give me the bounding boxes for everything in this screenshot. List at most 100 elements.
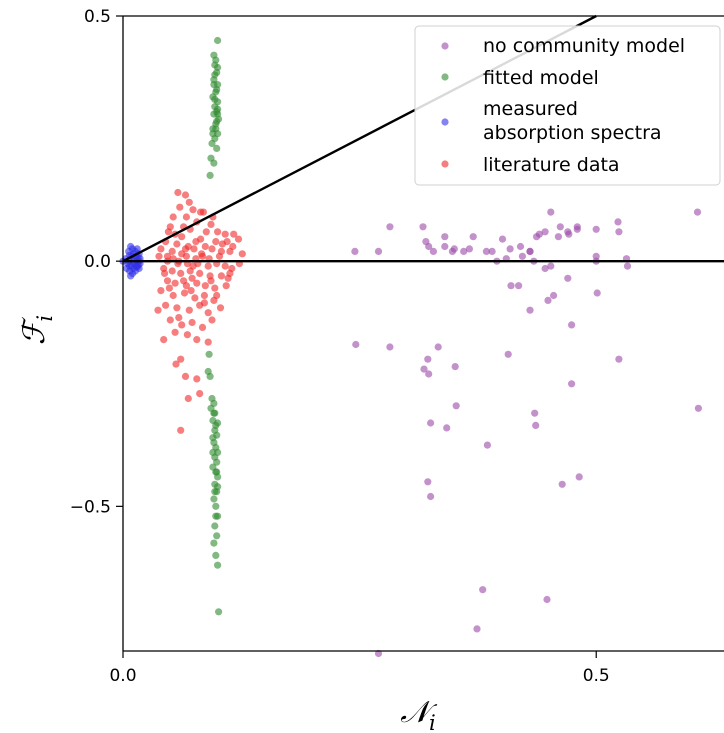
point [564,274,572,282]
point [208,139,216,148]
point [210,409,218,417]
legend-marker [441,73,449,81]
point [193,279,201,287]
point [190,245,198,253]
point [460,247,468,255]
point [615,228,623,236]
point [155,252,163,260]
point [182,213,190,221]
point [213,532,221,540]
point [420,365,428,373]
point [181,372,190,380]
point [210,81,218,89]
series-fitted-model [204,36,223,616]
axis-ticks: 0.0 0.5 0.5 0.0 −0.5 [70,7,610,686]
point [535,230,544,238]
y-axis-label: ℱi [17,315,57,345]
point [157,287,165,295]
point [515,282,523,290]
point [532,421,540,429]
point [181,191,190,199]
point [206,372,214,380]
point [180,289,189,297]
point [196,390,204,398]
legend-label: fitted model [483,67,599,89]
point [163,277,172,285]
point [479,586,487,594]
point [516,242,525,251]
point [212,238,220,246]
point [465,245,473,253]
point [214,561,222,569]
point [166,316,174,324]
point [214,419,222,427]
point [202,228,210,236]
y-tick-label: 0.0 [84,252,111,272]
point [189,262,197,270]
point [181,245,190,253]
point [215,252,224,260]
point [176,203,184,211]
point [547,262,555,270]
point [386,343,394,351]
point [214,483,222,491]
point [200,299,208,307]
point [187,287,195,295]
point [182,252,190,260]
point [177,269,185,277]
point [554,233,563,241]
point [217,272,225,280]
point [544,296,552,304]
point [214,63,222,72]
point [173,240,181,248]
x-tick-label: 0.0 [109,666,136,686]
point [441,233,449,241]
x-tick-label: 0.5 [583,666,610,686]
point [154,306,162,314]
point [575,473,583,481]
point [210,51,218,59]
point [215,608,223,616]
point [550,291,558,300]
legend-box [414,25,721,186]
point [188,274,196,282]
legend-item-fitted-model: fitted model [441,67,599,89]
point [123,264,131,273]
point [207,277,215,285]
point [374,247,383,255]
point [573,225,581,233]
point [212,512,220,520]
point [427,419,435,427]
point [541,264,549,273]
legend-item-no-community-model: no community model [441,35,685,57]
point [213,458,221,466]
point [434,343,442,351]
point [197,208,205,216]
point [218,240,226,248]
legend-item-literature-data: literature data [441,154,620,176]
point [441,242,449,251]
point [452,402,460,410]
point [173,304,181,312]
point [526,247,534,255]
point [209,434,217,442]
point [205,350,213,358]
point [473,625,481,633]
point [483,441,491,449]
point [386,223,394,231]
point [177,355,185,363]
point [196,269,204,277]
point [614,218,622,226]
point [424,355,432,363]
point [210,539,218,547]
point [469,233,477,241]
point [213,144,221,152]
x-axis-label: 𝒩i [400,695,438,733]
point [209,130,217,138]
point [178,321,186,329]
point [184,394,192,403]
point [222,282,230,290]
legend-marker [441,160,449,168]
point [592,225,600,233]
